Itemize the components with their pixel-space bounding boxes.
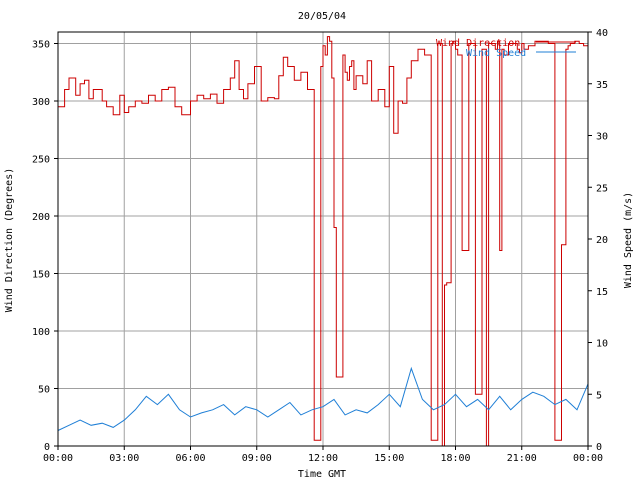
x-tick-label: 12:00 (308, 453, 338, 464)
x-tick-label: 00:00 (43, 453, 73, 464)
y-right-tick-label: 5 (596, 390, 602, 401)
y-right-tick-label: 40 (596, 28, 608, 39)
x-tick-label: 00:00 (573, 453, 603, 464)
chart-title: 20/05/04 (298, 11, 346, 22)
y-right-tick-label: 35 (596, 80, 608, 91)
y-right-tick-label: 0 (596, 442, 602, 453)
y-axis-left-title: Wind Direction (Degrees) (4, 168, 15, 313)
legend: Wind Direction Wind Speed (436, 38, 576, 59)
wind-direction-series-line (58, 36, 589, 447)
y-left-tick-label: 200 (32, 212, 50, 223)
legend-entry-wind-direction: Wind Direction (436, 38, 520, 49)
y-left-tick-label: 50 (38, 385, 50, 396)
y-left-tick-label: 0 (44, 442, 50, 453)
y-left-tick-label: 250 (32, 155, 50, 166)
x-tick-label: 18:00 (440, 453, 470, 464)
ticks-layer: 00:00 03:00 06:00 09:00 12:00 15:00 18:00 21:00… (32, 28, 608, 464)
y-left-tick-label: 150 (32, 270, 50, 281)
x-tick-label: 09:00 (242, 453, 272, 464)
series-layer (57, 36, 589, 447)
y-left-tick-label: 100 (32, 327, 50, 338)
y-left-tick-label: 300 (32, 97, 50, 108)
y-right-tick-label: 20 (596, 235, 608, 246)
y-right-tick-label: 10 (596, 339, 608, 350)
x-tick-label: 06:00 (175, 453, 205, 464)
x-tick-label: 15:00 (374, 453, 404, 464)
y-right-tick-label: 30 (596, 132, 608, 143)
y-right-tick-label: 15 (596, 287, 608, 298)
y-axis-right-title: Wind Speed (m/s) (623, 192, 634, 288)
x-axis-title: Time GMT (298, 469, 346, 480)
legend-entry-wind-speed: Wind Speed (466, 48, 526, 59)
y-left-tick-label: 350 (32, 40, 50, 51)
x-tick-label: 21:00 (507, 453, 537, 464)
x-tick-label: 03:00 (109, 453, 139, 464)
y-right-tick-label: 25 (596, 183, 608, 194)
grid-layer (58, 32, 588, 446)
wind-speed-series-line (57, 366, 589, 431)
